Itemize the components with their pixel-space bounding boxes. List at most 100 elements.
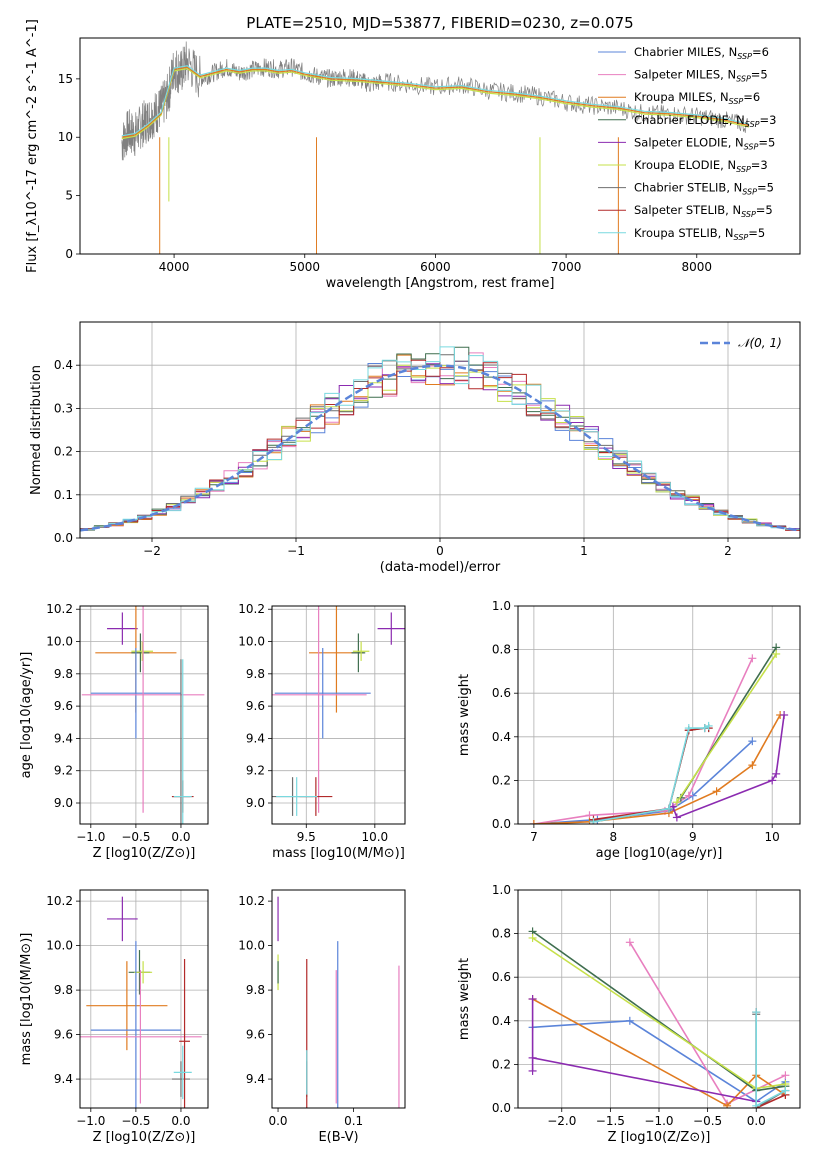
y-tick-label: 0.0: [492, 817, 511, 831]
x-tick-label: 9: [689, 830, 697, 844]
y-tick-label: 10.0: [46, 635, 73, 649]
histogram-step-8: [80, 346, 800, 531]
y-tick-label: 9.4: [246, 1072, 265, 1086]
x-tick-label: −0.5: [121, 830, 150, 844]
legend-label: Chabrier MILES, NSSP=6: [634, 45, 769, 61]
series-line: [533, 657, 754, 824]
series-line: [593, 725, 709, 823]
y-tick-label: 0.0: [492, 1101, 511, 1115]
x-tick-label: −1.0: [644, 1114, 673, 1128]
x-tick-label: 0.0: [171, 1114, 190, 1128]
x-tick-label: 10: [765, 830, 780, 844]
y-tick-label: 10.2: [46, 894, 73, 908]
x-axis-label: Z [log10(Z/Z⊙)]: [93, 1130, 196, 1145]
y-tick-label: 0.2: [54, 445, 73, 459]
y-tick-label: 0.1: [54, 488, 73, 502]
axes-frame: [79, 321, 801, 539]
x-axis-label: (data-model)/error: [380, 560, 501, 575]
x-tick-label: 6000: [420, 260, 451, 274]
x-tick-label: 4000: [159, 260, 190, 274]
y-tick-label: 10.0: [46, 939, 73, 953]
x-tick-label: −1.0: [76, 1114, 105, 1128]
y-tick-label: 0.4: [54, 358, 73, 372]
legend-label: Salpeter MILES, NSSP=5: [634, 68, 768, 84]
y-tick-label: 0.6: [492, 686, 511, 700]
y-tick-label: 9.6: [54, 699, 73, 713]
y-axis-label: age [log10(age/yr)]: [19, 652, 34, 779]
data-spectrum-line: [121, 41, 749, 161]
normal-curve: [80, 364, 800, 532]
panel-mass-vs-ebv: 0.0 0.1 9.4 9.6 9.8 10.0 10.2 E(B-V): [238, 889, 406, 1145]
y-tick-label: 0.8: [492, 927, 511, 941]
y-tick-label: 0.4: [492, 730, 511, 744]
model-line-kroupa-elodie: [121, 67, 750, 140]
y-tick-label: 5: [65, 189, 73, 203]
x-tick-label: 9.5: [297, 830, 316, 844]
legend-label: Kroupa ELODIE, NSSP=3: [634, 158, 768, 174]
y-tick-label: 9.6: [54, 1028, 73, 1042]
legend-label: 𝒩(0, 1): [738, 336, 782, 350]
y-tick-label: 9.0: [54, 796, 73, 810]
y-tick-label: 0: [65, 247, 73, 261]
x-tick-label: −2: [143, 544, 161, 558]
y-tick-label: 10.2: [238, 894, 265, 908]
panel-histogram: −2 −1 0 1 2 0.0 0.1 0.2 0.3 0.4 (data-model)/error…: [29, 321, 801, 575]
y-axis-label: mass [log10(M/M⊙)]: [19, 933, 34, 1066]
x-tick-label: 8000: [681, 260, 712, 274]
series-line: [532, 998, 786, 1107]
y-tick-label: 9.6: [246, 699, 265, 713]
panel-mass-weight-vs-age: 7 8 9 10 0.0 0.2 0.4 0.6 0.8 1.0 age [log10(age/yr…: [457, 599, 801, 861]
y-axis-label: Normed distribution: [29, 365, 44, 495]
plot-area: [272, 606, 405, 816]
y-tick-label: 0.8: [492, 643, 511, 657]
y-tick-label: 9.8: [54, 667, 73, 681]
x-tick-label: −2.0: [547, 1114, 576, 1128]
panel-age-vs-mass: 9.5 10.0 9.0 9.2 9.4 9.6 9.8 10.0 10.2 mass [log1…: [238, 602, 406, 861]
axes-frame: [79, 37, 801, 255]
x-tick-label: 8: [610, 830, 618, 844]
panel-mass-weight-vs-Z: −2.0 −1.5 −1.0 −0.5 0.0 0.0 0.2 0.4 0.6 0.8 1.0 Z […: [457, 883, 801, 1145]
y-tick-label: 10.2: [238, 602, 265, 616]
model-line-kroupa-stelib: [121, 65, 750, 137]
x-axis-label: wavelength [Angstrom, rest frame]: [326, 276, 555, 291]
y-tick-label: 9.2: [246, 764, 265, 778]
x-tick-label: 0.0: [747, 1114, 766, 1128]
x-axis-label: E(B-V): [318, 1130, 358, 1145]
plot-area: [81, 606, 205, 824]
y-tick-label: 9.4: [246, 731, 265, 745]
y-tick-label: 9.6: [246, 1028, 265, 1042]
plot-area: [277, 896, 400, 1108]
y-tick-label: 9.8: [54, 983, 73, 997]
legend-label: Chabrier STELIB, NSSP=5: [634, 181, 774, 197]
y-tick-label: 0.2: [492, 773, 511, 787]
plot-area: [528, 927, 790, 1108]
y-tick-label: 0.4: [492, 1014, 511, 1028]
x-tick-label: 7000: [551, 260, 582, 274]
y-axis-label: mass weight: [457, 674, 472, 756]
y-tick-label: 9.8: [246, 983, 265, 997]
legend-label: Kroupa MILES, NSSP=6: [634, 90, 760, 106]
y-tick-label: 9.4: [54, 731, 73, 745]
x-tick-label: −1.0: [76, 830, 105, 844]
y-tick-label: 9.0: [246, 796, 265, 810]
x-tick-label: 1: [580, 544, 588, 558]
x-tick-label: 5000: [289, 260, 320, 274]
legend-label: Kroupa STELIB, NSSP=5: [634, 226, 765, 242]
series-line: [533, 714, 781, 824]
plot-area: [80, 346, 800, 532]
y-tick-label: 10.0: [238, 635, 265, 649]
y-tick-label: 10.2: [46, 602, 73, 616]
series-line: [532, 1019, 786, 1103]
plot-area: [80, 896, 202, 1108]
y-axis-label: mass weight: [457, 958, 472, 1040]
series-line: [676, 653, 777, 803]
y-tick-label: 0.6: [492, 970, 511, 984]
x-tick-label: 7: [530, 830, 538, 844]
x-tick-label: −1: [287, 544, 305, 558]
y-tick-label: 9.4: [54, 1072, 73, 1086]
x-tick-label: 0.0: [268, 1114, 287, 1128]
x-tick-label: −0.5: [693, 1114, 722, 1128]
x-tick-label: 0: [436, 544, 444, 558]
